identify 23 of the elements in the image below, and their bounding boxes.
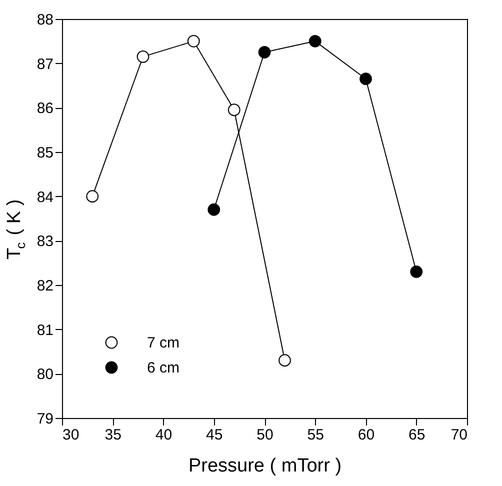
y-tick-label: 80 xyxy=(36,366,54,384)
x-tick-label: 35 xyxy=(104,426,122,444)
x-tick-label: 40 xyxy=(155,426,172,444)
y-tick-label: 87 xyxy=(36,56,54,73)
x-tick-label: 30 xyxy=(62,426,80,444)
x-tick-label: 55 xyxy=(307,426,324,444)
y-tick-label: 86 xyxy=(36,100,54,118)
y-tick-label: 82 xyxy=(36,278,54,294)
legend-label: 7 cm xyxy=(147,334,180,352)
x-tick-label: 65 xyxy=(408,426,426,444)
y-tick-label: 88 xyxy=(36,12,54,28)
x-tick-label: 45 xyxy=(206,426,223,444)
x-axis-title: Pressure ( mTorr ) xyxy=(188,456,342,476)
x-tick-label: 60 xyxy=(358,426,375,444)
x-tick-label: 70 xyxy=(450,426,468,444)
y-tick-label: 83 xyxy=(36,233,54,250)
y-axis-title: Tc ( K ) xyxy=(4,199,28,260)
x-tick-label: 50 xyxy=(256,426,274,444)
y-tick-label: 79 xyxy=(36,410,54,428)
y-tick-label: 85 xyxy=(36,144,54,162)
y-tick-label: 84 xyxy=(36,188,54,206)
y-tick-label: 81 xyxy=(36,322,54,339)
legend-label: 6 cm xyxy=(147,360,180,376)
